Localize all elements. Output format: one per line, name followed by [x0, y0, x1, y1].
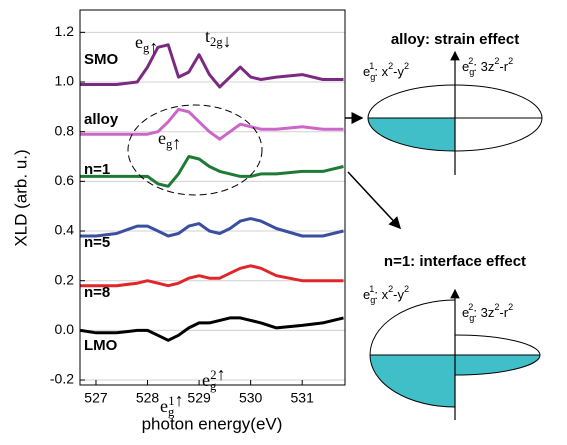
- figure: XLD (arb. u.) photon energy(eV) -0.2 0.0 0…: [0, 0, 567, 440]
- diagram-title: alloy: strain effect: [391, 31, 519, 48]
- y-tick-label: 0.0: [55, 321, 75, 337]
- text-sup: 2: [508, 302, 513, 312]
- orbital-label: eg1: x2-y2: [363, 61, 409, 82]
- orbital-label: eg1: x2-y2: [363, 284, 409, 305]
- series-label: SMO: [84, 51, 119, 68]
- text-text: : 3z: [473, 59, 494, 74]
- series-label: alloy: [84, 111, 119, 128]
- arrow-glyph: ↑: [149, 37, 158, 57]
- annotation: eg↑: [135, 32, 158, 57]
- plot: [80, 32, 345, 385]
- text-text: e: [202, 370, 210, 390]
- x-tick-label: 531: [291, 390, 315, 406]
- y-tick-label: 0.2: [55, 271, 75, 287]
- series-line: [81, 318, 344, 340]
- orbital-label: eg2: 3z2-r2: [462, 302, 513, 323]
- y-axis-label: XLD (arb. u.): [11, 149, 30, 246]
- y-tick-label: -0.2: [50, 371, 74, 387]
- y-tick-label: 0.4: [55, 222, 75, 238]
- diagram-title: n=1: interface effect: [384, 253, 526, 270]
- x-tick-label: 529: [187, 390, 211, 406]
- text-text: e: [135, 32, 143, 52]
- orbital-label: eg2: 3z2-r2: [462, 56, 513, 77]
- annotation: t2g↓: [205, 26, 232, 51]
- arrow: [348, 172, 400, 228]
- arrow-glyph: ↑: [172, 133, 181, 153]
- y-tick-label: 1.2: [55, 23, 75, 39]
- text-text: : x: [374, 64, 388, 79]
- text-sup: 2: [508, 56, 513, 66]
- text-sup: 2: [404, 284, 409, 294]
- text-text: : x: [374, 287, 388, 302]
- x-tick-label: 528: [136, 390, 160, 406]
- x-tick-label: 527: [84, 390, 108, 406]
- series-label: n=5: [84, 234, 110, 251]
- y-tick-label: 0.8: [55, 122, 75, 138]
- series-label: n=8: [84, 284, 110, 301]
- text-sub: 2g: [210, 35, 223, 49]
- y-tick-label: 1.0: [55, 73, 75, 89]
- annotation: eg2↑: [202, 364, 226, 393]
- arrow-glyph: ↑: [175, 390, 184, 410]
- series-line: [81, 45, 344, 87]
- text-sup: 2: [404, 61, 409, 71]
- text-text: e: [158, 128, 166, 148]
- x-axis-label: photon energy(eV): [142, 414, 283, 433]
- x-tick-label: 530: [239, 390, 263, 406]
- plot-frame: [80, 10, 345, 385]
- series-line: [81, 109, 344, 139]
- series-label: LMO: [84, 337, 118, 354]
- text-text: -y: [393, 287, 404, 302]
- series-line: [81, 266, 344, 286]
- text-text: e: [160, 396, 168, 416]
- series-label: n=1: [84, 161, 110, 178]
- diagram-interface: [370, 290, 540, 420]
- arrow-glyph: ↑: [217, 364, 226, 384]
- text-text: : 3z: [473, 305, 494, 320]
- text-text: -y: [393, 64, 404, 79]
- arrow-glyph: ↓: [223, 31, 232, 51]
- y-tick-label: 0.6: [55, 172, 75, 188]
- series-line: [81, 219, 344, 236]
